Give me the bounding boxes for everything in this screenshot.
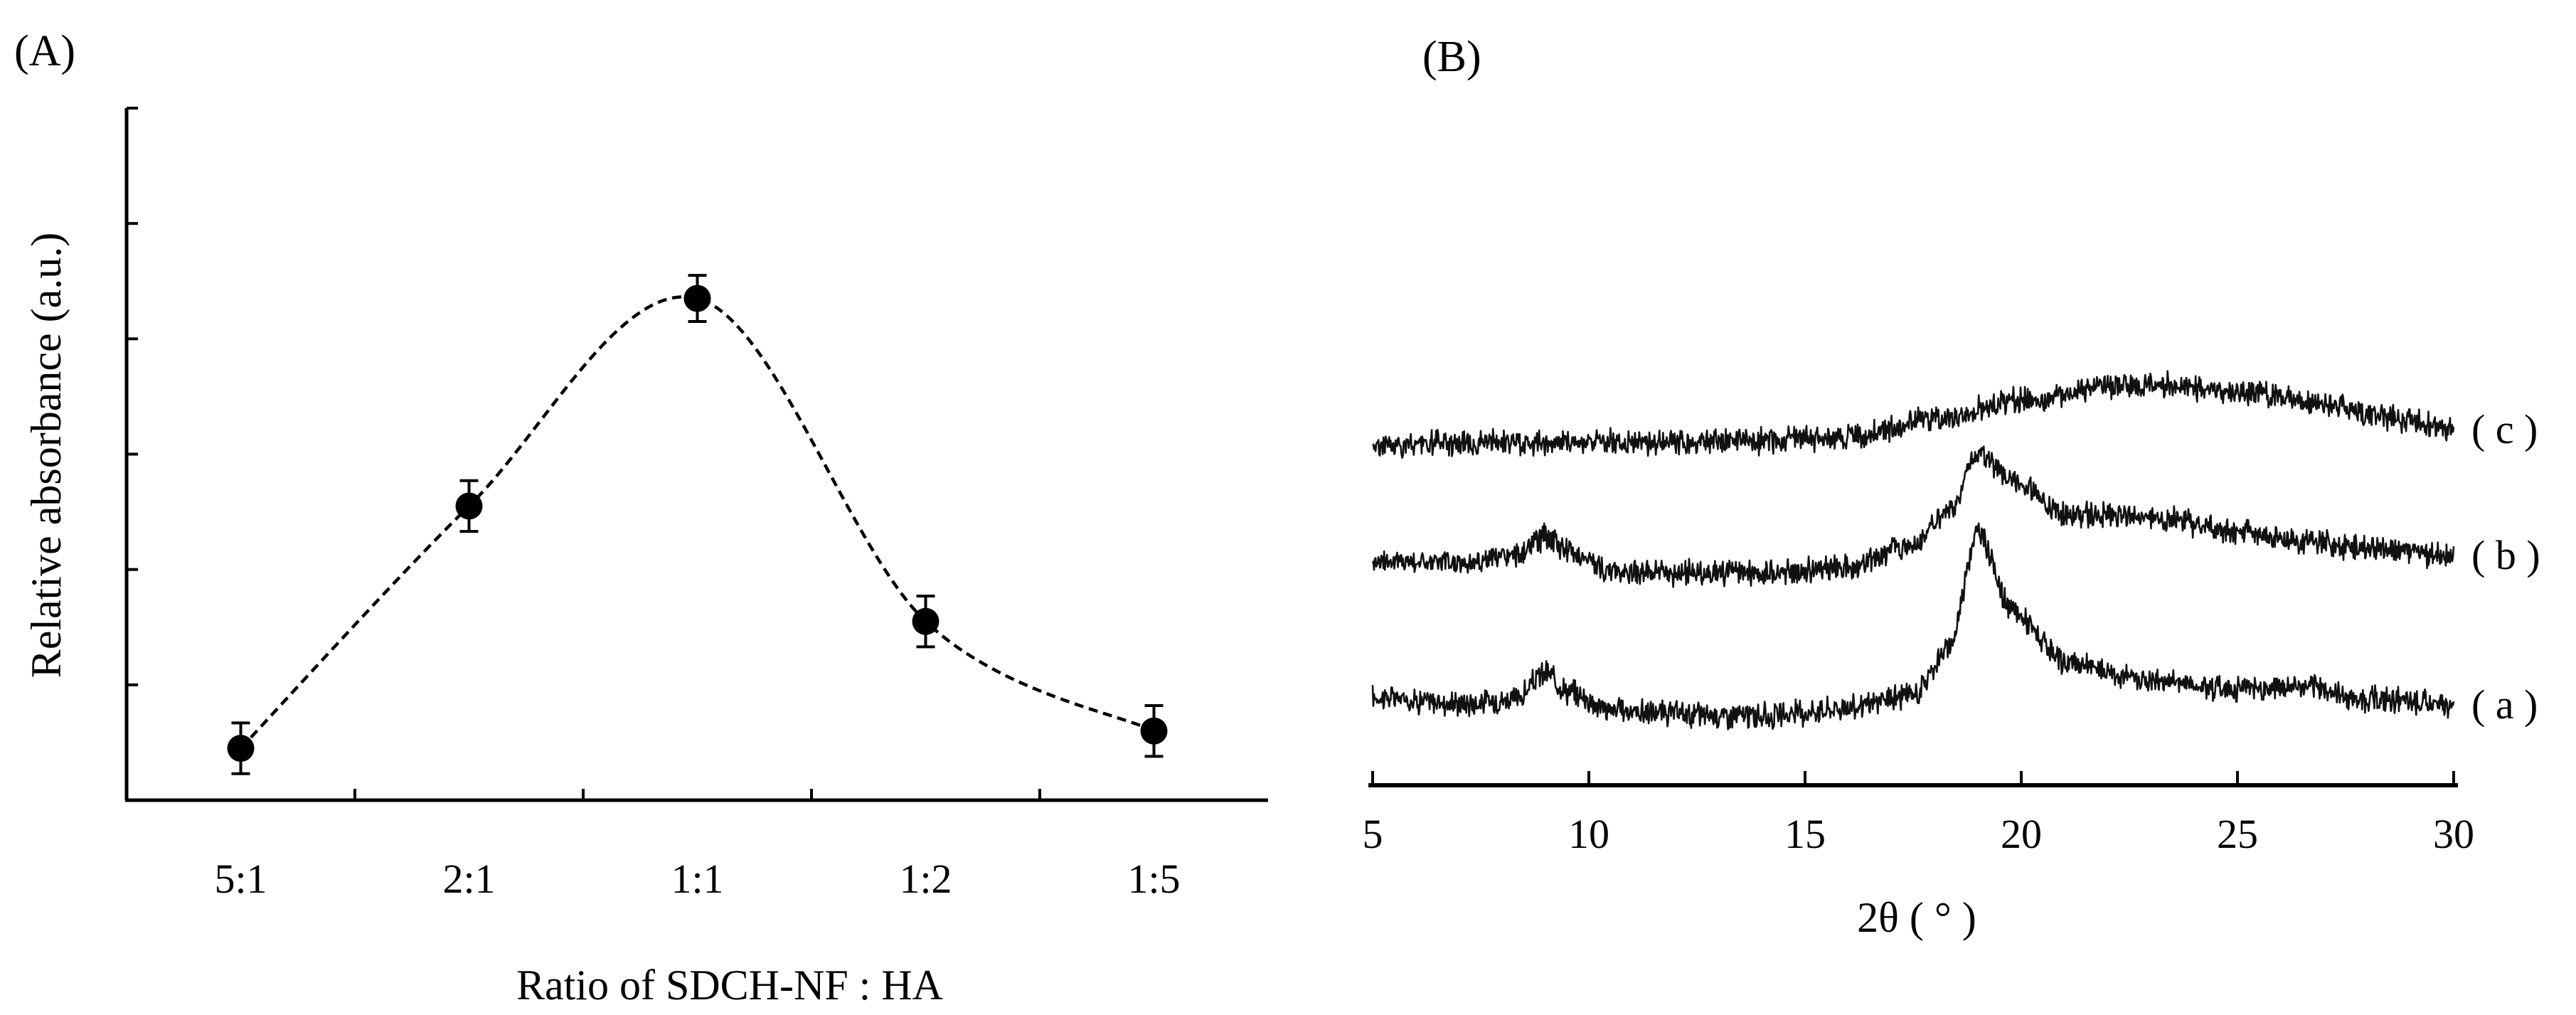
x-axis-ticks — [353, 789, 1041, 800]
x-tick-label: 1:1 — [671, 856, 723, 902]
pattern-labels: ( a ) ( b ) ( c ) — [2471, 406, 2540, 728]
diffraction-patterns — [1371, 370, 2455, 730]
x-tick-label: 15 — [1784, 811, 1826, 857]
x-tick-labels: 5 10 15 20 25 30 — [1363, 811, 2475, 857]
y-axis-ticks — [127, 107, 138, 802]
x-tick-label: 30 — [2433, 811, 2474, 857]
pattern-label: ( c ) — [2471, 406, 2538, 452]
pattern-line — [1371, 522, 2455, 730]
x-tick-label: 20 — [2001, 811, 2042, 857]
x-axis-title: 2θ ( ° ) — [1857, 894, 1976, 941]
data-point — [1140, 717, 1168, 745]
data-points — [227, 285, 1168, 762]
panel-a-chart: (A) 5:1 2:1 1:1 1:2 1:5 Ratio of SDCH-NF : H… — [14, 27, 1268, 1009]
data-point — [227, 735, 255, 762]
data-point — [912, 607, 940, 635]
pattern-line — [1371, 445, 2455, 588]
data-point — [455, 492, 483, 520]
pattern-label: ( a ) — [2471, 681, 2538, 728]
y-axis-title: Relative absorbance (a.u.) — [23, 233, 70, 678]
error-bars — [231, 274, 1164, 775]
data-point — [683, 285, 711, 312]
x-tick-label: 1:2 — [899, 856, 952, 902]
x-tick-label: 5:1 — [214, 856, 267, 902]
pattern-line — [1372, 370, 2455, 459]
fit-curve — [239, 295, 1155, 750]
panel-b-label: (B) — [1422, 33, 1481, 81]
panel-a-label: (A) — [14, 27, 75, 75]
x-tick-labels: 5:1 2:1 1:1 1:2 1:5 — [214, 856, 1180, 902]
x-tick-label: 1:5 — [1127, 856, 1180, 902]
x-axis-title: Ratio of SDCH-NF : HA — [516, 962, 943, 1009]
x-tick-label: 5 — [1363, 811, 1383, 857]
x-axis-ticks — [1371, 771, 2455, 785]
panel-b-chart: (B) 5 10 15 20 25 30 ( a ) ( b ) ( c ) 2θ ( ° ) — [1363, 33, 2540, 941]
x-tick-label: 2:1 — [442, 856, 495, 902]
x-tick-label: 10 — [1568, 811, 1609, 857]
pattern-label: ( b ) — [2471, 532, 2540, 578]
x-tick-label: 25 — [2217, 811, 2258, 857]
